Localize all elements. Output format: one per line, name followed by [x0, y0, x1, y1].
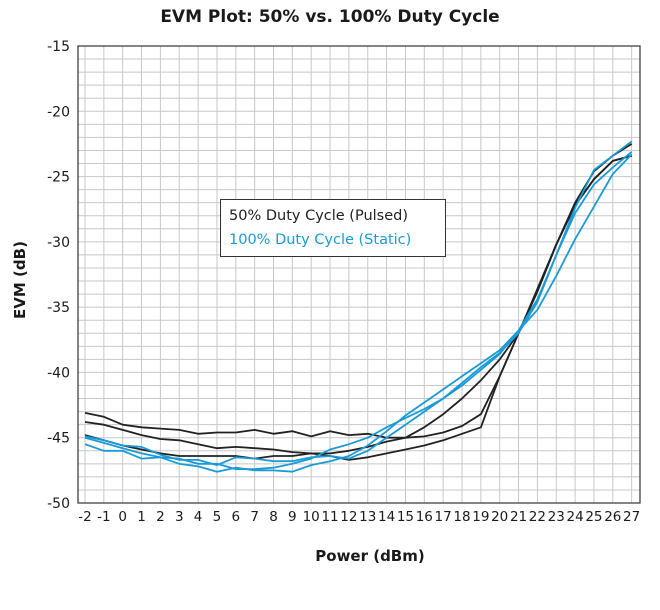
x-tick-label: 27 — [623, 509, 640, 525]
legend-item-static: 100% Duty Cycle (Static) — [229, 232, 412, 248]
legend-item-pulsed: 50% Duty Cycle (Pulsed) — [229, 208, 409, 224]
x-tick-label: 7 — [250, 509, 259, 525]
x-tick-label: 12 — [340, 509, 357, 525]
y-tick-label: -25 — [47, 170, 70, 186]
x-tick-label: 23 — [548, 509, 565, 525]
x-tick-label: 0 — [118, 509, 127, 525]
x-tick-label: 18 — [453, 509, 470, 525]
x-tick-label: 13 — [359, 509, 376, 525]
x-tick-label: 4 — [194, 509, 203, 525]
x-tick-label: 6 — [232, 509, 241, 525]
x-tick-label: 25 — [585, 509, 602, 525]
x-tick-label: 3 — [175, 509, 184, 525]
x-tick-label: 15 — [397, 509, 414, 525]
x-tick-label: 1 — [137, 509, 146, 525]
x-tick-label: 14 — [378, 509, 395, 525]
x-tick-label: 8 — [269, 509, 278, 525]
x-tick-label: 20 — [491, 509, 508, 525]
y-tick-label: -50 — [47, 496, 70, 512]
series-line — [84, 153, 633, 473]
x-axis-label: Power (dBm) — [315, 547, 425, 565]
x-tick-label: 24 — [567, 509, 584, 525]
y-tick-label: -35 — [47, 300, 70, 316]
x-tick-label: 10 — [303, 509, 320, 525]
y-tick-label: -40 — [47, 365, 70, 381]
x-tick-label: 16 — [416, 509, 433, 525]
x-tick-label: -2 — [78, 509, 91, 525]
legend: 50% Duty Cycle (Pulsed) 100% Duty Cycle … — [220, 199, 446, 257]
x-tick-label: 26 — [604, 509, 621, 525]
plot-frame — [77, 45, 641, 504]
series-line — [84, 154, 632, 461]
y-tick-label: -45 — [47, 431, 70, 447]
x-tick-label: 19 — [472, 509, 489, 525]
x-tick-label: 22 — [529, 509, 546, 525]
y-tick-label: -20 — [47, 104, 70, 120]
x-tick-label: 21 — [510, 509, 527, 525]
x-tick-label: 17 — [435, 509, 452, 525]
x-tick-label: -1 — [97, 509, 110, 525]
x-tick-label: 11 — [321, 509, 338, 525]
x-tick-label: 2 — [156, 509, 165, 525]
plot-area — [78, 46, 640, 503]
x-tick-label: 9 — [288, 509, 297, 525]
x-tick-label: 5 — [213, 509, 222, 525]
y-tick-label: -15 — [47, 39, 70, 55]
y-tick-label: -30 — [47, 235, 70, 251]
chart-title: EVM Plot: 50% vs. 100% Duty Cycle — [160, 7, 500, 27]
series-line — [84, 151, 633, 471]
